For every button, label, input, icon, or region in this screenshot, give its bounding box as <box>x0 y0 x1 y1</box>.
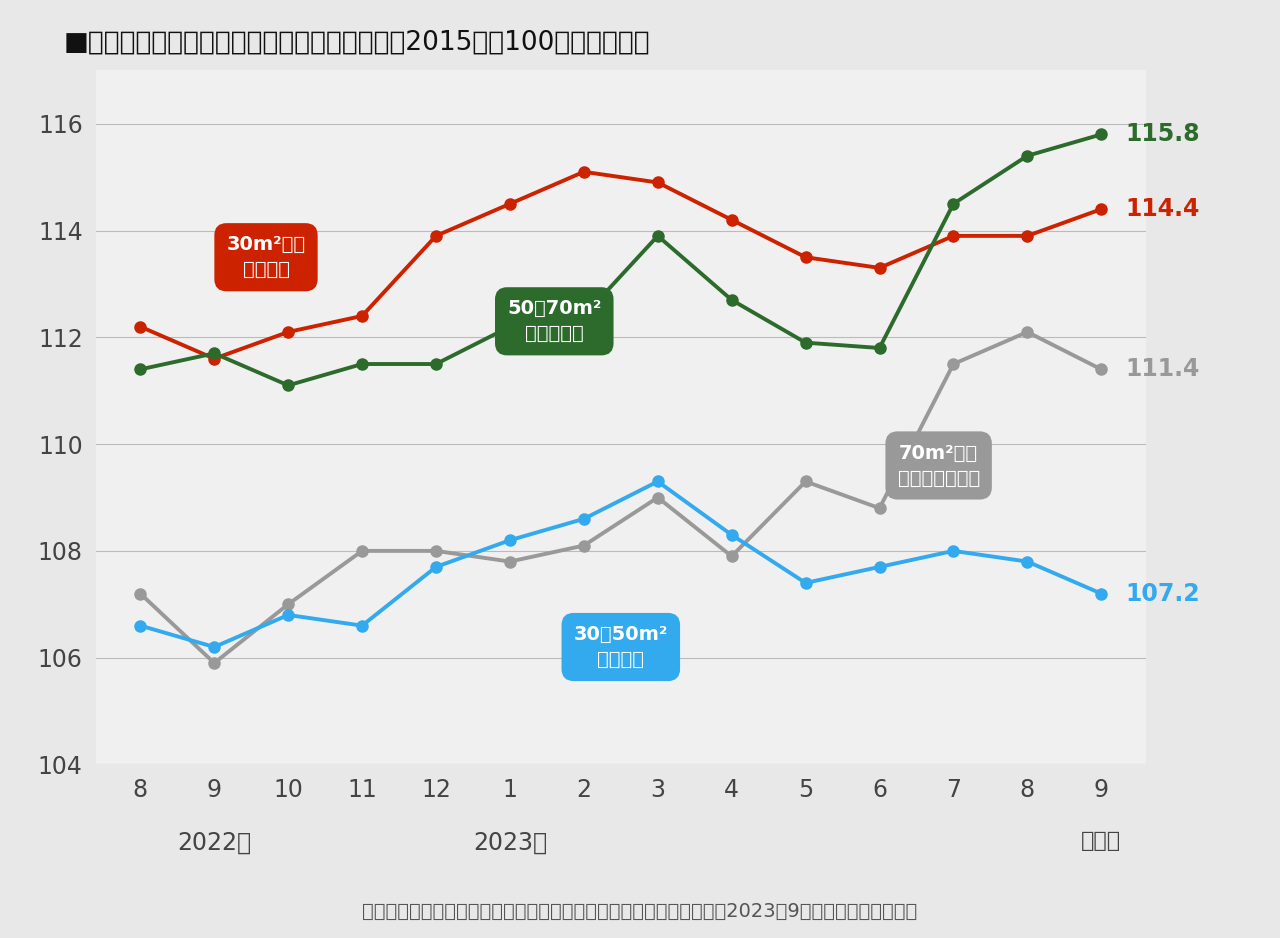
Text: 114.4: 114.4 <box>1125 197 1199 221</box>
Text: 2023年: 2023年 <box>472 831 547 855</box>
Text: 30m²未満
シングル: 30m²未満 シングル <box>227 235 306 280</box>
Text: 111.4: 111.4 <box>1125 357 1199 382</box>
Text: （月）: （月） <box>1082 831 1121 851</box>
Text: 50〜70m²
ファミリー: 50〜70m² ファミリー <box>507 299 602 343</box>
Text: 2022年: 2022年 <box>177 831 251 855</box>
Text: 30〜50m²
カップル: 30〜50m² カップル <box>573 625 668 669</box>
Text: 115.8: 115.8 <box>1125 123 1199 146</box>
Text: 107.2: 107.2 <box>1125 582 1199 606</box>
Text: 70m²以上
大型ファミリー: 70m²以上 大型ファミリー <box>897 444 979 488</box>
Text: ■名古屋市－マンション平均家賎指数の推移（2015年＝100としたもの）: ■名古屋市－マンション平均家賎指数の推移（2015年＝100としたもの） <box>64 30 650 56</box>
Text: 出典：全国主要都市の「購貸マンション・アパート」募集家賎動向（2023年9月）アットホーム調べ: 出典：全国主要都市の「購貸マンション・アパート」募集家賎動向（2023年9月）ア… <box>362 902 918 921</box>
